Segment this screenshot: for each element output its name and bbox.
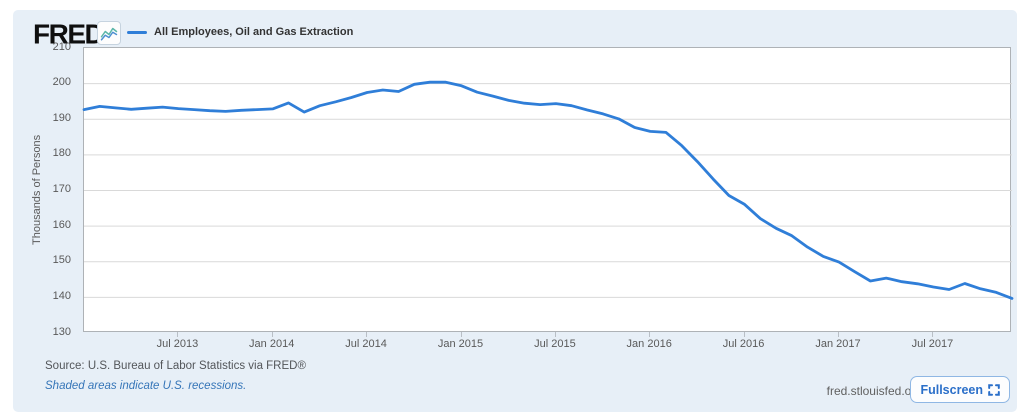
plot-area[interactable] [82, 47, 1014, 332]
x-tick-mark [271, 332, 273, 337]
y-tick-label: 150 [52, 254, 71, 267]
x-tick-label: Jul 2014 [345, 338, 387, 350]
x-tick-mark [743, 332, 745, 337]
source-text: Source: U.S. Bureau of Labor Statistics … [45, 360, 306, 372]
fullscreen-expand-icon [988, 383, 1000, 396]
y-tick-label: 170 [52, 183, 71, 195]
x-tick-label: Jul 2016 [722, 338, 765, 350]
fullscreen-button-label: Fullscreen [920, 382, 983, 397]
x-tick-label: Jul 2015 [534, 338, 576, 350]
x-tick-label: Jul 2017 [911, 338, 954, 350]
line-chart-icon-glyph [100, 27, 118, 41]
y-tick-label: 130 [52, 325, 71, 338]
x-tick-label: Jan 2017 [815, 338, 861, 350]
line-chart-icon[interactable] [97, 21, 121, 45]
y-tick-label: 210 [52, 40, 71, 53]
x-tick-mark [838, 332, 839, 337]
legend-line-marker [127, 30, 147, 34]
plot-canvas [82, 80, 1014, 300]
x-tick-label: Jan 2015 [437, 338, 484, 350]
x-tick-mark [460, 332, 462, 337]
x-tick-label: Jan 2014 [249, 338, 295, 350]
fred-chart-widget: FRED® All Employees, Oil and Gas Extract… [13, 10, 1017, 412]
recession-note-link[interactable]: Shaded areas indicate U.S. recessions. [45, 380, 247, 392]
fred-logo-text: FRED [33, 18, 105, 50]
legend-series-label: All Employees, Oil and Gas Extraction [154, 26, 354, 38]
x-tick-label: Jul 2013 [156, 338, 199, 350]
x-tick-mark [649, 332, 651, 337]
y-tick-label: 140 [52, 289, 71, 302]
fullscreen-button[interactable]: Fullscreen [910, 376, 1010, 403]
x-tick-mark [932, 332, 934, 337]
site-link[interactable]: fred.stlouisfed.org [826, 384, 922, 398]
series-line [82, 80, 1014, 300]
y-tick-label: 190 [52, 111, 71, 124]
y-tick-label: 160 [52, 218, 71, 231]
y-tick-label: 200 [52, 76, 71, 89]
x-tick-mark [177, 332, 179, 337]
x-tick-label: Jan 2016 [626, 338, 672, 350]
x-tick-mark [554, 332, 556, 337]
y-tick-label: 180 [52, 147, 71, 160]
x-tick-mark [366, 332, 368, 337]
legend: All Employees, Oil and Gas Extraction [127, 26, 353, 38]
